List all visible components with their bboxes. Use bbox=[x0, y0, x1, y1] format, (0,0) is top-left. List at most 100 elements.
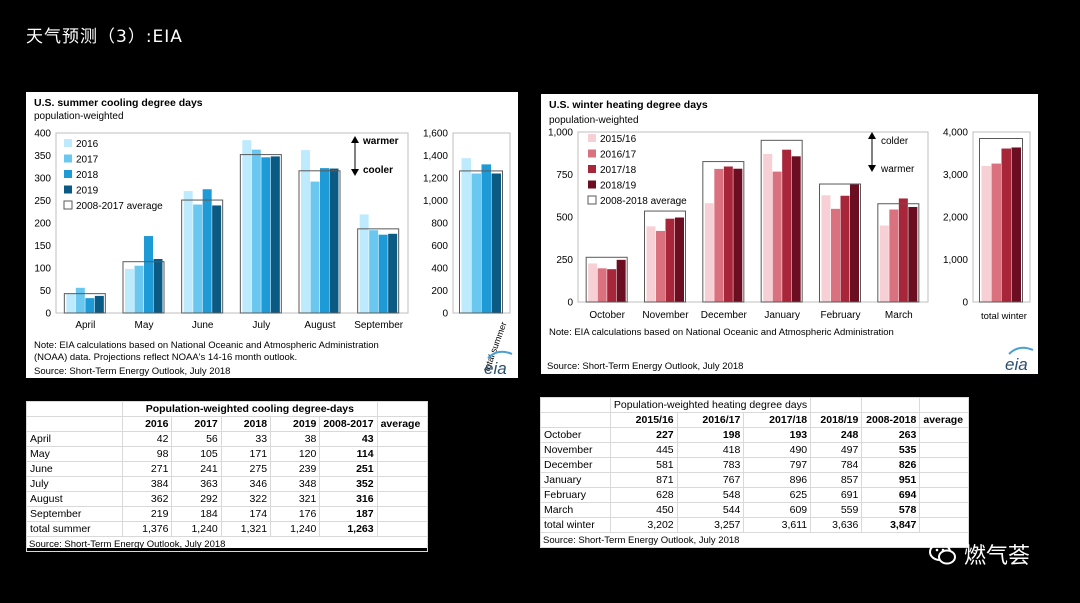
bar-2016-17-february bbox=[831, 208, 840, 302]
average-outline-march bbox=[877, 203, 920, 303]
total-average-outline bbox=[979, 138, 1023, 303]
table-cell: 193 bbox=[743, 427, 812, 443]
table-cell: 346 bbox=[220, 476, 272, 492]
col-header: 2017 bbox=[171, 416, 222, 432]
row-label: July bbox=[25, 476, 124, 492]
table-cell: 3,847 bbox=[861, 517, 921, 533]
bar-2019-may bbox=[153, 259, 163, 313]
legend-label: 2008-2017 average bbox=[76, 201, 163, 212]
bar-2016-17-march bbox=[889, 209, 899, 302]
heating-source: Source: Short-Term Energy Outlook, July … bbox=[547, 361, 743, 372]
col-header: 2015/16 bbox=[609, 412, 678, 428]
average-outline-august bbox=[298, 170, 341, 314]
col-header: 2017/18 bbox=[743, 412, 812, 428]
total-bar-2018 bbox=[481, 164, 491, 313]
legend-swatch bbox=[64, 170, 72, 178]
row-label: September bbox=[25, 506, 124, 522]
heating-chart-title: U.S. winter heating degree days bbox=[549, 99, 708, 111]
y-tick-label: 300 bbox=[34, 174, 51, 185]
total-bar-2016-17 bbox=[991, 163, 1001, 302]
table-cell: 384 bbox=[122, 476, 173, 492]
table-cell: 535 bbox=[861, 442, 921, 458]
col-header: 2008-2018 bbox=[861, 412, 921, 428]
y2-tick-label: 1,000 bbox=[943, 255, 968, 266]
total-bar-2018-19 bbox=[1011, 147, 1021, 302]
y2-tick-label: 1,000 bbox=[423, 196, 448, 207]
table-cell: 559 bbox=[810, 502, 863, 518]
table-cell: 292 bbox=[171, 491, 222, 507]
y2-tick-label: 3,000 bbox=[943, 170, 968, 181]
col-header: 2018/19 bbox=[810, 412, 863, 428]
row-label: April bbox=[25, 431, 124, 447]
table-cell: 3,611 bbox=[743, 517, 812, 533]
y2-tick-label: 0 bbox=[442, 309, 448, 320]
legend-label: 2008-2018 average bbox=[600, 196, 687, 207]
bar-2018-july bbox=[261, 157, 271, 313]
heating-table-source: Source: Short-Term Energy Outlook, July … bbox=[540, 532, 969, 548]
table-cell: 694 bbox=[861, 487, 921, 503]
slide-title: 天气预测（3）:EIA bbox=[26, 27, 183, 47]
average-outline-september bbox=[357, 228, 400, 314]
bar-2016-17-december bbox=[714, 168, 724, 302]
legend-label: 2017 bbox=[76, 155, 99, 166]
y-tick-label: 0 bbox=[567, 298, 573, 309]
table-cell: 348 bbox=[270, 476, 321, 492]
table-cell: 544 bbox=[676, 502, 745, 518]
table-cell: 1,263 bbox=[319, 521, 378, 537]
col-header: 2008-2017 bbox=[319, 416, 378, 432]
table-cell: 184 bbox=[171, 506, 222, 522]
bar-2017-18-december bbox=[723, 166, 733, 302]
table-cell: 227 bbox=[609, 427, 678, 443]
col-header: average bbox=[376, 416, 429, 432]
table-cell: 352 bbox=[319, 476, 378, 492]
row-label: December bbox=[540, 457, 611, 473]
bar-2016-july bbox=[242, 140, 252, 313]
table-cell: 784 bbox=[810, 457, 863, 473]
legend-swatch bbox=[587, 195, 597, 205]
table-row: August 362 292 322 321 316 bbox=[25, 491, 429, 507]
average-outline-july bbox=[239, 154, 282, 314]
table-cell: 628 bbox=[609, 487, 678, 503]
bar-2016-june bbox=[183, 191, 193, 313]
row-label: June bbox=[25, 461, 124, 477]
average-outline-april bbox=[63, 293, 106, 314]
arrow-down-icon bbox=[868, 165, 876, 172]
legend-swatch bbox=[63, 200, 73, 210]
heating-table: Population-weighted heating degree days … bbox=[540, 397, 969, 548]
table-row: total winter 3,202 3,257 3,611 3,636 3,847 bbox=[540, 517, 969, 533]
y-tick-label: 750 bbox=[556, 170, 573, 181]
table-cell: 187 bbox=[319, 506, 378, 522]
x-tick-label: March bbox=[885, 310, 913, 321]
bar-2016-august bbox=[301, 150, 310, 313]
arrow-up-icon bbox=[868, 132, 876, 139]
cooling-table-panel: Population-weighted cooling degree-days … bbox=[25, 401, 429, 552]
legend-label: 2019 bbox=[76, 186, 99, 197]
x-tick-label: July bbox=[252, 320, 270, 331]
arrow-down-icon bbox=[351, 169, 359, 176]
y-tick-label: 350 bbox=[34, 151, 51, 162]
x-tick-label: February bbox=[820, 310, 860, 321]
table-cell: 1,240 bbox=[171, 521, 222, 537]
table-cell: 871 bbox=[609, 472, 678, 488]
table-cell: 98 bbox=[122, 446, 173, 462]
table-cell: 322 bbox=[220, 491, 272, 507]
heating-table-panel: Population-weighted heating degree days … bbox=[540, 397, 969, 548]
bar-2018-19-march bbox=[908, 206, 918, 302]
cooling-chart-svg: U.S. summer cooling degree days populati… bbox=[34, 97, 513, 378]
y2-tick-label: 800 bbox=[431, 219, 448, 230]
table-cell: 43 bbox=[319, 431, 378, 447]
eia-logo-swoosh-icon bbox=[1008, 346, 1034, 355]
table-cell: 896 bbox=[743, 472, 812, 488]
total-bar-2017-18 bbox=[1001, 148, 1011, 302]
x-tick-label: November bbox=[642, 310, 689, 321]
col-header: 2019 bbox=[270, 416, 321, 432]
eia-logo: eia bbox=[484, 359, 507, 378]
average-outline-october bbox=[585, 256, 628, 303]
row-label: November bbox=[540, 442, 611, 458]
bar-2017-may bbox=[134, 265, 144, 313]
cooling-source: Source: Short-Term Energy Outlook, July … bbox=[34, 366, 230, 377]
average-outline-january bbox=[760, 139, 803, 303]
average-outline-november bbox=[644, 210, 686, 303]
arrow-up-icon bbox=[351, 136, 359, 143]
heating-table-title: Population-weighted heating degree days bbox=[609, 397, 812, 413]
